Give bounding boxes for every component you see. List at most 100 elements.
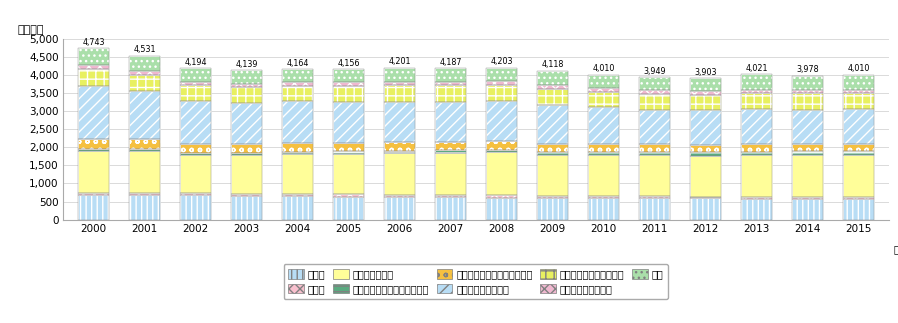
Bar xyxy=(282,86,313,101)
Bar xyxy=(77,149,110,151)
Bar xyxy=(231,194,262,196)
Bar xyxy=(638,155,670,196)
Bar xyxy=(128,91,160,139)
Bar xyxy=(587,88,620,92)
Bar xyxy=(842,75,875,90)
Bar xyxy=(77,65,110,69)
Bar xyxy=(180,86,211,101)
Bar xyxy=(792,155,823,197)
Bar xyxy=(231,103,262,144)
Bar xyxy=(486,81,517,85)
Text: 4,156: 4,156 xyxy=(337,59,360,68)
Bar xyxy=(282,69,313,82)
Bar xyxy=(486,85,517,101)
Bar xyxy=(231,84,262,87)
Bar xyxy=(792,93,823,109)
Bar xyxy=(741,197,772,199)
Text: 4,164: 4,164 xyxy=(286,59,309,68)
Bar xyxy=(435,82,466,85)
Bar xyxy=(486,152,517,195)
Bar xyxy=(486,195,517,198)
Bar xyxy=(690,91,721,95)
Bar xyxy=(587,198,620,220)
Bar xyxy=(282,143,313,152)
Bar xyxy=(332,69,365,82)
Bar xyxy=(486,198,517,220)
Bar xyxy=(792,155,823,197)
Bar xyxy=(77,151,110,193)
Bar xyxy=(128,151,160,193)
Text: 3,978: 3,978 xyxy=(797,66,819,75)
Bar xyxy=(690,145,721,152)
Bar xyxy=(486,101,517,141)
Bar xyxy=(842,197,875,199)
Bar xyxy=(180,144,211,153)
Bar xyxy=(741,199,772,220)
Bar xyxy=(383,151,415,153)
Bar xyxy=(77,48,110,65)
Bar xyxy=(842,144,875,151)
Bar xyxy=(638,77,670,90)
Bar xyxy=(792,151,823,155)
Bar xyxy=(282,69,313,82)
Bar xyxy=(842,109,875,144)
Bar xyxy=(383,82,415,85)
Bar xyxy=(435,195,466,197)
Bar xyxy=(332,86,365,102)
Bar xyxy=(587,196,620,198)
Bar xyxy=(638,77,670,90)
Bar xyxy=(332,86,365,102)
Bar xyxy=(77,48,110,65)
Bar xyxy=(77,193,110,195)
Text: 4,010: 4,010 xyxy=(847,64,869,73)
Bar xyxy=(486,68,517,81)
Bar xyxy=(638,155,670,196)
Text: 4,139: 4,139 xyxy=(235,60,258,69)
Bar xyxy=(231,155,262,194)
Bar xyxy=(537,71,568,85)
Bar xyxy=(231,144,262,153)
Bar xyxy=(180,155,211,193)
Bar xyxy=(332,196,365,220)
Bar xyxy=(77,193,110,195)
Bar xyxy=(231,144,262,153)
Bar xyxy=(537,89,568,105)
Bar xyxy=(332,82,365,86)
Bar xyxy=(435,151,466,153)
Bar xyxy=(537,152,568,154)
Bar xyxy=(231,103,262,144)
Bar xyxy=(332,194,365,196)
Bar xyxy=(486,195,517,198)
Bar xyxy=(282,154,313,194)
Bar xyxy=(282,152,313,154)
Bar xyxy=(231,153,262,155)
Bar xyxy=(690,196,721,198)
Bar xyxy=(180,155,211,193)
Bar xyxy=(77,149,110,151)
Bar xyxy=(77,195,110,220)
Bar xyxy=(383,153,415,195)
Bar xyxy=(128,70,160,75)
Bar xyxy=(486,85,517,101)
Bar xyxy=(587,75,620,88)
Text: （年）: （年） xyxy=(894,245,898,255)
Bar xyxy=(180,153,211,155)
Bar xyxy=(77,65,110,69)
Bar xyxy=(587,198,620,220)
Bar xyxy=(638,196,670,198)
Bar xyxy=(842,75,875,90)
Bar xyxy=(435,82,466,85)
Bar xyxy=(383,102,415,142)
Bar xyxy=(741,109,772,144)
Bar xyxy=(180,81,211,86)
Bar xyxy=(638,110,670,144)
Bar xyxy=(792,144,823,151)
Text: 4,203: 4,203 xyxy=(490,57,513,66)
Bar xyxy=(128,75,160,91)
Bar xyxy=(842,197,875,199)
Bar xyxy=(792,76,823,90)
Bar xyxy=(128,56,160,70)
Bar xyxy=(587,152,620,155)
Bar xyxy=(128,151,160,193)
Text: 4,010: 4,010 xyxy=(593,64,614,73)
